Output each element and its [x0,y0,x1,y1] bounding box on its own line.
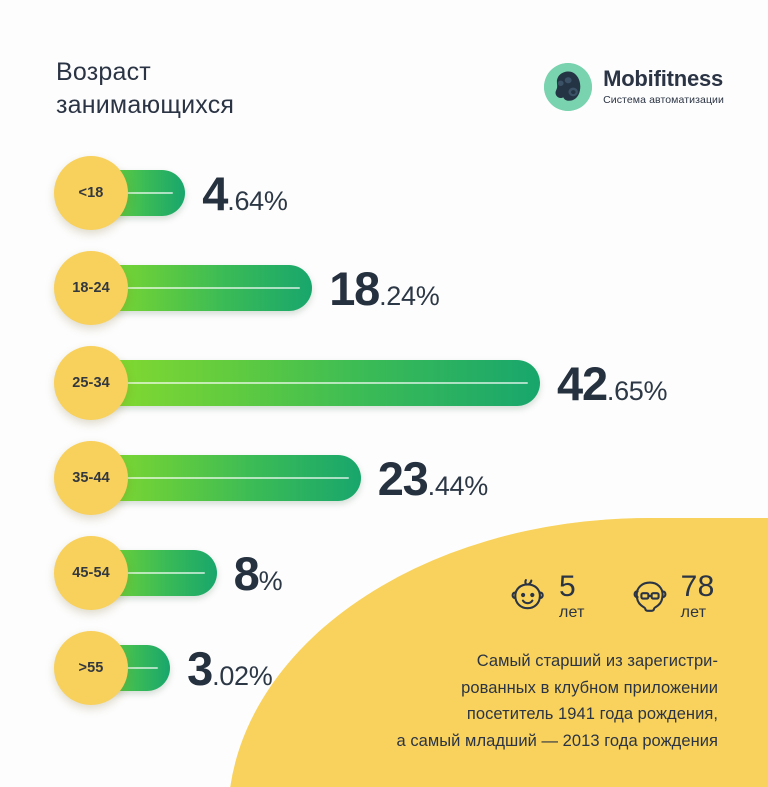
bar-track: 18-24 [54,246,313,330]
brand-name: Mobifitness [603,66,724,92]
bar-value-fraction: .02% [212,660,273,691]
brand-tagline: Система автоматизации [603,94,724,107]
bar-value-integer: 23 [377,451,429,505]
bar-row: 45-54 8% [54,531,283,615]
gorilla-icon [544,63,593,111]
bar-track: 45-54 [54,531,217,615]
brand-logo: Mobifitness Система автоматизации [544,63,724,111]
age-group-label: <18 [78,185,104,201]
bar-fill [80,360,540,406]
bar-value-fraction: .65% [606,375,668,406]
bar-value-fraction: .24% [379,280,440,311]
age-group-label: 35-44 [72,470,110,486]
bar-value-integer: 18 [329,261,380,315]
bar-value: 8% [234,550,283,597]
oldest-stat: 78 лет [627,572,715,621]
age-group-label: >55 [78,660,104,676]
baby-face-icon [505,574,551,620]
page-title: Возраст занимающихся [56,58,235,119]
age-group-badge: <18 [54,156,128,230]
youngest-unit: лет [559,604,585,621]
bar-row: 25-34 42.65% [54,341,668,425]
bar-value-integer: 4 [202,166,228,220]
bar-track: 25-34 [54,341,540,425]
bar-track: 35-44 [54,436,361,520]
bar-value: 4.64% [202,166,288,220]
oldest-text: 78 лет [681,572,715,621]
age-group-label: 18-24 [72,280,110,296]
bar-value: 3.02% [187,641,273,695]
bar-value: 23.44% [377,451,489,505]
bar-track: <18 [54,151,186,235]
bar-value-integer: 8 [233,546,260,600]
bar-row: 35-44 23.44% [54,436,488,520]
age-group-badge: 18-24 [54,251,128,325]
bar-row: >55 3.02% [54,626,273,710]
bar-row: <18 4.64% [54,151,288,235]
callout-note: Самый старший из зарегистри- рованных в … [396,652,718,751]
oldest-unit: лет [680,604,707,621]
age-group-label: 45-54 [72,565,110,581]
bar-value-fraction: % [258,565,283,596]
bar-track: >55 [54,626,171,710]
bar-value-fraction: .44% [427,470,489,501]
bar-value: 42.65% [557,356,668,410]
oldest-age: 78 [680,570,715,603]
age-group-badge: >55 [54,631,128,705]
youngest-stat: 5 лет [505,572,585,621]
elderly-face-icon [627,574,673,620]
youngest-age: 5 [559,570,576,603]
age-group-badge: 35-44 [54,441,128,515]
age-group-badge: 45-54 [54,536,128,610]
bar-value-fraction: .64% [227,185,288,216]
bar-row: 18-24 18.24% [54,246,440,330]
age-extremes: 5 лет 78 лет [505,572,715,621]
brand-text-block: Mobifitness Система автоматизации [603,68,724,106]
bar-value-integer: 42 [557,356,608,410]
age-group-badge: 25-34 [54,346,128,420]
bar-value-integer: 3 [187,641,213,695]
bar-value: 18.24% [329,261,440,315]
age-group-label: 25-34 [72,375,110,391]
youngest-text: 5 лет [559,572,585,621]
